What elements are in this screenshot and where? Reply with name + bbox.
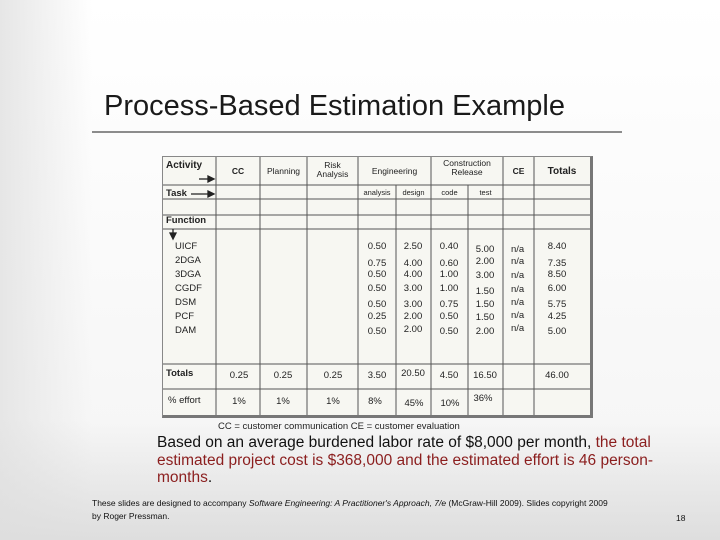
function-name: 2DGA — [175, 255, 201, 266]
design-value: 4.00 — [403, 258, 423, 269]
task-label: Task — [166, 188, 187, 199]
ce-value: n/a — [511, 323, 525, 334]
design-value: 2.00 — [403, 311, 423, 322]
risk-total: 0.25 — [323, 370, 343, 381]
analysis-value: 0.50 — [367, 241, 387, 252]
design-value: 3.00 — [403, 283, 423, 294]
ce-value: n/a — [511, 270, 525, 281]
test-total: 16.50 — [473, 370, 497, 381]
code-effort: 10% — [440, 398, 460, 409]
col-header-risk-analysis-line2: Analysis — [316, 169, 349, 179]
row-total: 8.50 — [547, 269, 567, 280]
subheader-code: code — [441, 188, 458, 197]
code-value: 0.60 — [439, 258, 459, 269]
code-value: 0.50 — [439, 311, 459, 322]
footnote-part2: (McGraw-Hill 2009). Slides copyright 200… — [92, 498, 608, 521]
abbreviation-legend: CC = customer communication CE = custome… — [218, 421, 460, 432]
totals-label: Totals — [166, 368, 194, 379]
ce-value: n/a — [511, 256, 525, 267]
ce-value: n/a — [511, 284, 525, 295]
analysis-total: 3.50 — [367, 370, 387, 381]
row-total: 8.40 — [547, 241, 567, 252]
code-value: 1.00 — [439, 269, 459, 280]
design-value: 4.00 — [403, 269, 423, 280]
row-total: 4.25 — [547, 311, 567, 322]
test-value: 5.00 — [475, 244, 495, 255]
analysis-effort: 8% — [368, 396, 382, 407]
ce-value: n/a — [511, 310, 525, 321]
design-total: 20.50 — [401, 368, 425, 379]
summary-paragraph: Based on an average burdened labor rate … — [157, 434, 677, 487]
code-total: 4.50 — [439, 370, 459, 381]
subheader-design: design — [402, 188, 425, 197]
design-value: 2.00 — [403, 324, 423, 335]
design-value: 3.00 — [403, 299, 423, 310]
footnote-book-title: Software Engineering: A Practitioner's A… — [248, 498, 447, 508]
code-value: 1.00 — [439, 283, 459, 294]
cc-effort: 1% — [232, 396, 246, 407]
test-value: 2.00 — [475, 256, 495, 267]
function-name: 3DGA — [175, 269, 201, 280]
row-total: 6.00 — [547, 283, 567, 294]
slide-bottom-shading — [0, 420, 720, 540]
title-underline — [92, 131, 622, 133]
ce-value: n/a — [511, 244, 525, 255]
design-effort: 45% — [404, 398, 424, 409]
analysis-value: 0.50 — [367, 299, 387, 310]
subheader-analysis: analysis — [363, 188, 391, 197]
grand-total: 46.00 — [545, 370, 569, 381]
row-total: 7.35 — [547, 258, 567, 269]
analysis-value: 0.50 — [367, 283, 387, 294]
slide-title: Process-Based Estimation Example — [104, 90, 565, 122]
test-value: 2.00 — [475, 326, 495, 337]
table-grid — [163, 157, 590, 415]
cc-total: 0.25 — [229, 370, 249, 381]
code-value: 0.50 — [439, 326, 459, 337]
col-header-construction-line2: Release — [451, 167, 483, 177]
analysis-value: 0.25 — [367, 311, 387, 322]
estimation-table: Activity CC Planning Risk Analysis Engin… — [162, 156, 593, 418]
test-value: 1.50 — [475, 286, 495, 297]
risk-effort: 1% — [326, 396, 340, 407]
test-value: 3.00 — [475, 270, 495, 281]
activity-label: Activity — [166, 160, 203, 171]
summary-plain-text: Based on an average burdened labor rate … — [157, 434, 596, 451]
test-effort: 36% — [473, 393, 493, 404]
row-total: 5.75 — [547, 299, 567, 310]
col-header-engineering: Engineering — [371, 166, 418, 176]
function-name: DAM — [175, 325, 197, 336]
col-header-cc: CC — [231, 166, 245, 176]
effort-label: % effort — [168, 395, 201, 406]
col-header-planning: Planning — [266, 166, 301, 176]
page-number: 18 — [676, 513, 686, 523]
copyright-footnote: These slides are designed to accompany S… — [92, 497, 612, 523]
design-value: 2.50 — [403, 241, 423, 252]
test-value: 1.50 — [475, 299, 495, 310]
col-header-construction-line1: Construction — [443, 158, 491, 168]
function-name: PCF — [175, 311, 194, 322]
function-name: DSM — [175, 297, 197, 308]
ce-value: n/a — [511, 297, 525, 308]
test-value: 1.50 — [475, 312, 495, 323]
analysis-value: 0.50 — [367, 269, 387, 280]
col-header-risk-analysis-line1: Risk — [324, 160, 341, 170]
analysis-value: 0.75 — [367, 258, 387, 269]
col-header-ce: CE — [512, 166, 525, 176]
row-total: 5.00 — [547, 326, 567, 337]
function-label: Function — [166, 215, 207, 226]
analysis-value: 0.50 — [367, 326, 387, 337]
function-name: CGDF — [175, 283, 202, 294]
code-value: 0.75 — [439, 299, 459, 310]
function-name: UICF — [175, 241, 198, 252]
planning-effort: 1% — [276, 396, 290, 407]
subheader-test: test — [479, 188, 492, 197]
col-header-totals: Totals — [547, 166, 577, 177]
summary-end: . — [207, 469, 213, 486]
summary-highlight-text: the total estimated project cost is $368… — [157, 434, 653, 486]
planning-total: 0.25 — [273, 370, 293, 381]
code-value: 0.40 — [439, 241, 459, 252]
footnote-part1: These slides are designed to accompany — [92, 498, 249, 508]
